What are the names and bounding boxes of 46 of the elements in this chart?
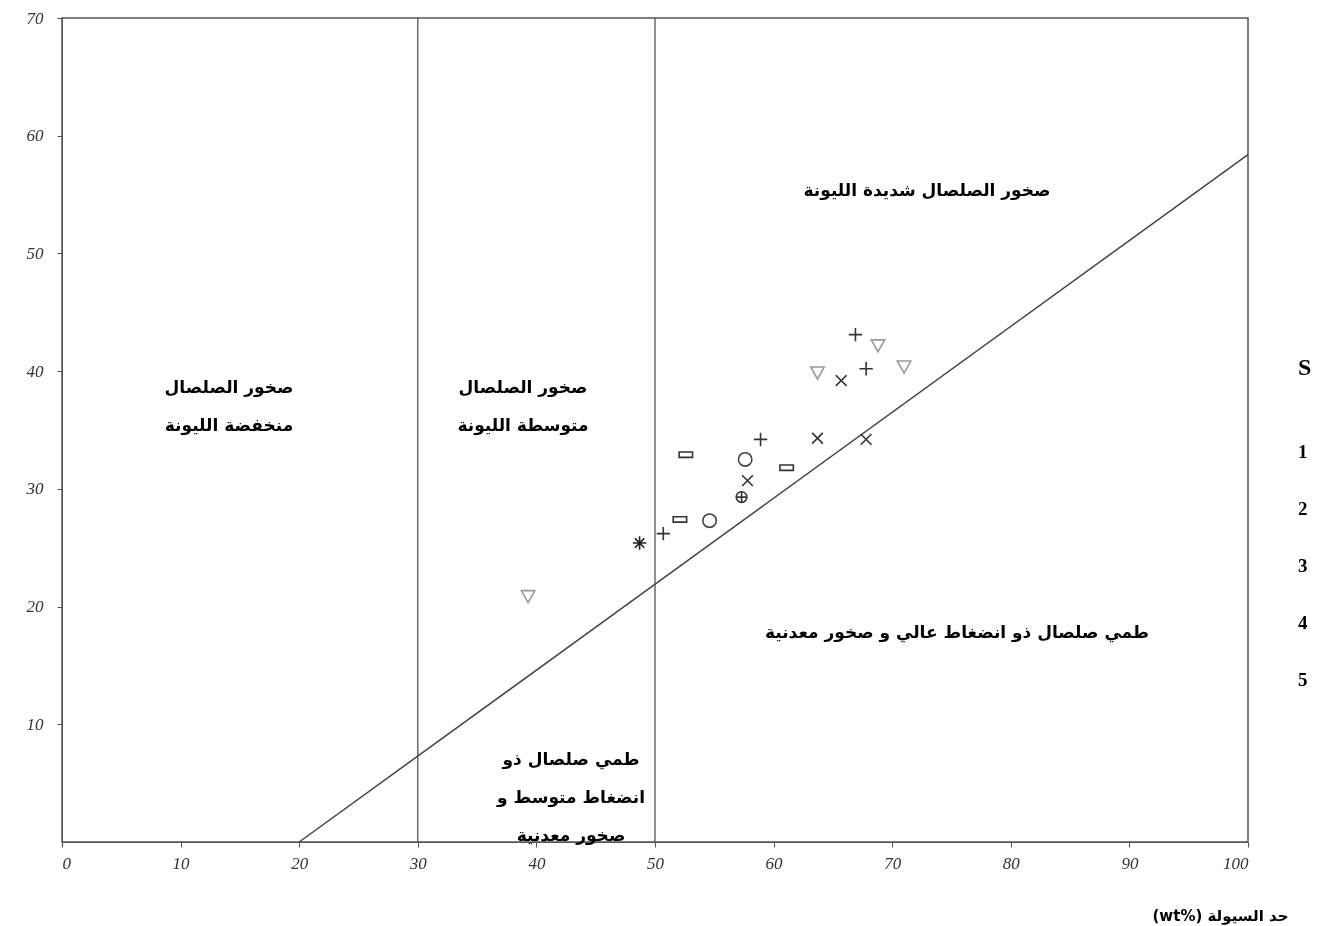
point [859,433,873,446]
point [632,535,648,551]
point [835,374,848,387]
point [858,361,874,377]
text: 1 [1298,441,1308,462]
point [655,526,671,542]
x-tick-label: 50 [647,853,665,873]
text: 5 [1298,669,1308,690]
annotation: صخور الصلصال متوسطة الليونة [457,377,589,436]
x-tick-label: 30 [408,853,428,873]
x-tick-label: 10 [172,853,191,873]
x-tick-label: 100 [1223,853,1249,873]
y-tick-label: 30 [25,479,44,499]
point [520,589,536,604]
point [809,366,825,380]
x-tick-label: 40 [528,853,546,873]
point [737,451,753,467]
text: 4 [1298,612,1308,633]
y-tick-label: 40 [26,361,44,381]
annotation: طمي صلصال ذو انضغاط عالي و صخور معدنية [764,622,1150,643]
x-axis-title: (wt%) حد السيولة [1152,906,1289,925]
text: 3 [1298,555,1308,576]
x-tick-label: 20 [291,853,309,873]
y-tick-label: 70 [26,8,44,28]
x-tick-label: 90 [1121,853,1139,873]
y-tick-label: 60 [26,126,44,146]
y-tick-label: 50 [26,243,44,263]
y-tick-label: 10 [26,714,44,734]
annotation: صخور الصلصال منخفضة الليونة [164,377,294,436]
x-tick-label: 0 [62,853,72,873]
point [735,490,748,504]
point [741,474,754,487]
point [702,513,718,529]
point [811,432,824,445]
point [870,339,886,353]
text: 2 [1298,498,1308,519]
point [753,431,769,447]
annotation: صخور الصلصال شديدة الليونة [803,180,1051,201]
x-tick-label: 60 [765,853,784,873]
text: S [1298,354,1312,380]
x-tick-label: 70 [884,853,902,873]
x-tick-label: 80 [1002,853,1021,873]
annotation: طمي صلصال ذو انضغاط متوسط و صخور معدنية [495,749,646,846]
point [847,327,863,343]
point [896,360,912,374]
y-tick-label: 20 [26,597,44,617]
